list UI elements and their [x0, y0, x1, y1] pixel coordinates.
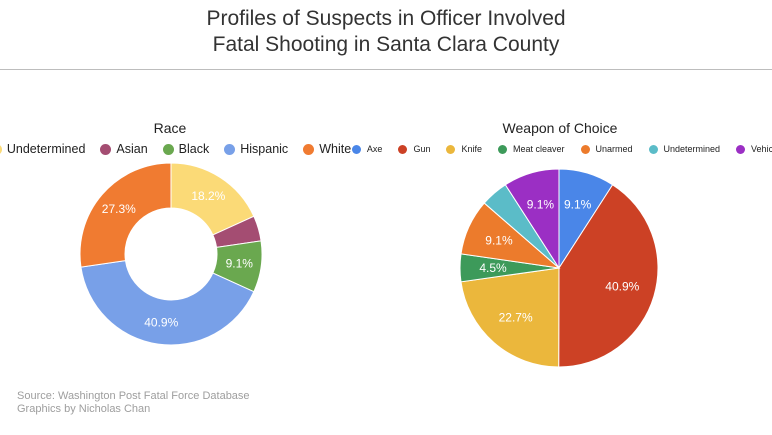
legend-item-undetermined: Undetermined — [0, 142, 85, 156]
legend-swatch-white — [303, 143, 315, 155]
legend-label-unarmed: Unarmed — [595, 144, 633, 154]
legend-label-meat-cleaver: Meat cleaver — [512, 144, 565, 154]
weapon-chart-title: Weapon of Choice — [502, 120, 618, 136]
legend-swatch-gun — [398, 144, 408, 154]
legend-item-gun: Gun — [398, 144, 430, 154]
race-chart-title: Race — [153, 120, 187, 136]
legend-swatch-asian — [100, 143, 112, 155]
slice-white — [79, 162, 172, 268]
data-label-gun: 40.9% — [605, 280, 639, 294]
legend-swatch-axe — [351, 144, 361, 154]
legend-label-knife: Knife — [461, 144, 482, 154]
page-title: Profiles of Suspects in Officer Involved… — [0, 6, 772, 58]
legend-label-axe: Axe — [366, 144, 383, 154]
legend-item-hispanic: Hispanic — [224, 142, 288, 156]
data-label-white: 27.3% — [102, 202, 136, 216]
legend-swatch-undetermined — [0, 143, 2, 155]
legend-item-meat-cleaver: Meat cleaver — [497, 144, 565, 154]
legend-swatch-hispanic — [224, 143, 236, 155]
legend-swatch-undetermined — [648, 144, 658, 154]
legend-item-vehicle: Vehicle — [736, 144, 772, 154]
data-label-knife: 22.7% — [499, 311, 533, 325]
data-label-undetermined: 18.2% — [191, 189, 225, 203]
slice-hispanic — [80, 260, 255, 346]
legend-label-undetermined: Undetermined — [663, 144, 721, 154]
legend-swatch-meat-cleaver — [497, 144, 507, 154]
legend-label-undetermined: Undetermined — [6, 142, 86, 156]
legend-swatch-black — [162, 143, 174, 155]
legend-item-unarmed: Unarmed — [580, 144, 633, 154]
race-donut-chart: 18.2% 9.1% 40.9% 27.3% — [79, 162, 263, 346]
weapon-legend: Axe Gun Knife Meat cleaver Unarmed Undetermin… — [351, 142, 772, 156]
legend-label-gun: Gun — [413, 144, 431, 154]
legend-item-black: Black — [162, 142, 210, 156]
legend-label-hispanic: Hispanic — [240, 142, 289, 156]
legend-item-undetermined: Undetermined — [648, 144, 721, 154]
legend-item-axe: Axe — [351, 144, 383, 154]
legend-label-asian: Asian — [116, 142, 148, 156]
legend-swatch-unarmed — [580, 144, 590, 154]
weapon-pie-chart: 9.1% 40.9% 22.7% 4.5% 9.1% 9.1% — [459, 168, 659, 368]
data-label-black: 9.1% — [226, 257, 254, 271]
legend-label-white: White — [319, 142, 352, 156]
legend-swatch-vehicle — [736, 144, 746, 154]
race-legend: Undetermined Asian Black Hispanic White — [0, 141, 351, 157]
legend-item-white: White — [303, 142, 351, 156]
slice-vehicle — [504, 168, 560, 270]
title-divider — [0, 69, 772, 70]
source-line: Source: Washington Post Fatal Force Data… — [17, 390, 250, 402]
credit-line: Graphics by Nicholas Chan — [17, 403, 151, 415]
data-label-unarmed: 9.1% — [485, 234, 513, 248]
page-title-line-2: Fatal Shooting in Santa Clara County — [212, 33, 560, 56]
source-note: Source: Washington Post Fatal Force Data… — [17, 390, 250, 416]
data-label-axe: 9.1% — [564, 198, 592, 212]
data-label-vehicle: 9.1% — [527, 198, 555, 212]
legend-label-vehicle: Vehicle — [751, 144, 772, 154]
page-title-line-1: Profiles of Suspects in Officer Involved — [206, 7, 566, 30]
legend-label-black: Black — [178, 142, 210, 156]
data-label-meat-cleaver: 4.5% — [479, 261, 507, 275]
legend-item-knife: Knife — [446, 144, 482, 154]
data-label-hispanic: 40.9% — [144, 315, 178, 329]
slice-knife — [460, 267, 560, 368]
legend-item-asian: Asian — [100, 142, 148, 156]
legend-swatch-knife — [446, 144, 456, 154]
slice-gun — [558, 184, 659, 368]
